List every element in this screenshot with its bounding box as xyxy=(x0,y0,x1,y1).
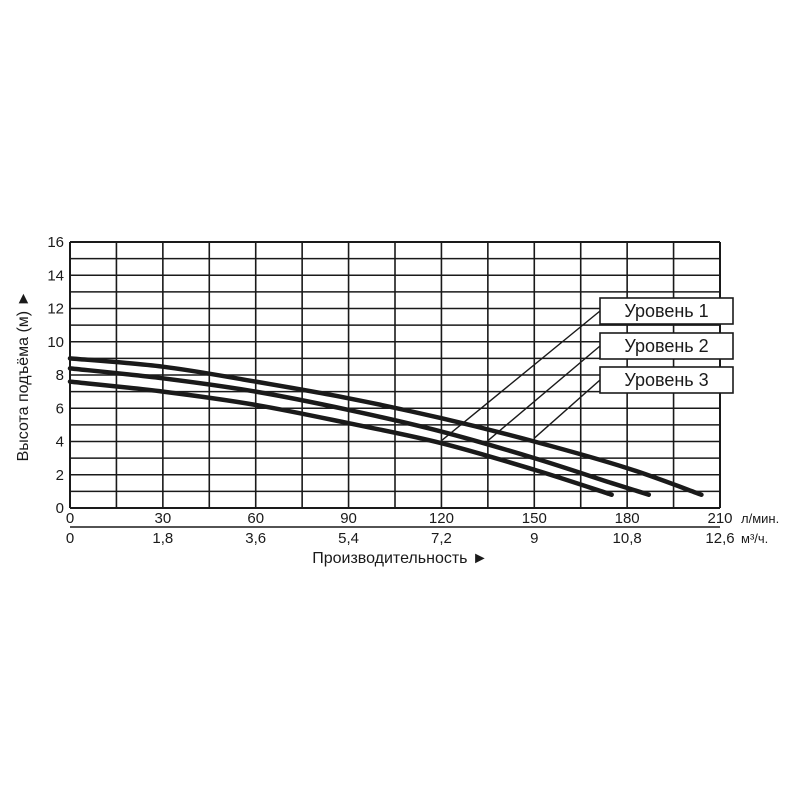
x-tick-label-m3h: 5,4 xyxy=(338,530,359,547)
x-tick-label-m3h: 3,6 xyxy=(245,530,266,547)
x-tick-label-m3h: 0 xyxy=(66,530,74,547)
x-tick-label-lpm: 60 xyxy=(247,510,264,527)
y-tick-label: 8 xyxy=(56,367,64,384)
x-tick-label-m3h: 1,8 xyxy=(152,530,173,547)
y-tick-label: 2 xyxy=(56,467,64,484)
legend-leader-line xyxy=(533,379,601,439)
legend-entry: Уровень 3 xyxy=(624,370,708,390)
y-tick-label: 12 xyxy=(47,301,64,318)
x-tick-label-lpm: 0 xyxy=(66,510,74,527)
chart-legend: Уровень 1 Уровень 2 Уровень 3 xyxy=(440,297,734,442)
pump-curves xyxy=(67,356,704,497)
y-tick-label: 4 xyxy=(56,434,64,451)
y-axis-label: Высота подъёма (м) ► xyxy=(15,291,32,462)
axis-ticks: 0 2 4 6 8 10 12 14 16 0 30 60 90 120 150 180 210 0 1,8 3,6 5… xyxy=(47,234,734,547)
x-unit-m3h: м³/ч. xyxy=(741,531,768,546)
legend-entry: Уровень 1 xyxy=(624,301,708,321)
legend-box xyxy=(599,366,734,394)
x-tick-label-m3h: 12,6 xyxy=(705,530,734,547)
x-unit-lpm: л/мин. xyxy=(741,511,779,526)
legend-entry: Уровень 2 xyxy=(624,336,708,356)
x-tick-label-lpm: 150 xyxy=(522,510,547,527)
y-tick-label: 6 xyxy=(56,400,64,417)
y-tick-label: 14 xyxy=(47,267,64,284)
x-axis-label: Производительность ► xyxy=(312,550,488,567)
x-tick-label-lpm: 90 xyxy=(340,510,357,527)
x-tick-label-lpm: 30 xyxy=(155,510,172,527)
x-tick-label-m3h: 10,8 xyxy=(613,530,642,547)
legend-leader-line xyxy=(487,345,601,442)
y-tick-label: 16 xyxy=(47,234,64,251)
chart-grid xyxy=(69,241,721,509)
legend-box xyxy=(599,297,734,325)
series-line-level-1 xyxy=(67,379,614,497)
x-tick-label-lpm: 180 xyxy=(615,510,640,527)
x-tick-label-lpm: 210 xyxy=(707,510,732,527)
series-line-level-3 xyxy=(67,356,704,497)
x-tick-label-lpm: 120 xyxy=(429,510,454,527)
y-tick-label: 0 xyxy=(56,500,64,517)
x-tick-label-m3h: 7,2 xyxy=(431,530,452,547)
series-line-level-2 xyxy=(67,366,652,497)
legend-box xyxy=(599,332,734,360)
legend-leader-line xyxy=(440,310,601,442)
y-tick-label: 10 xyxy=(47,334,64,351)
x-tick-label-m3h: 9 xyxy=(530,530,538,547)
